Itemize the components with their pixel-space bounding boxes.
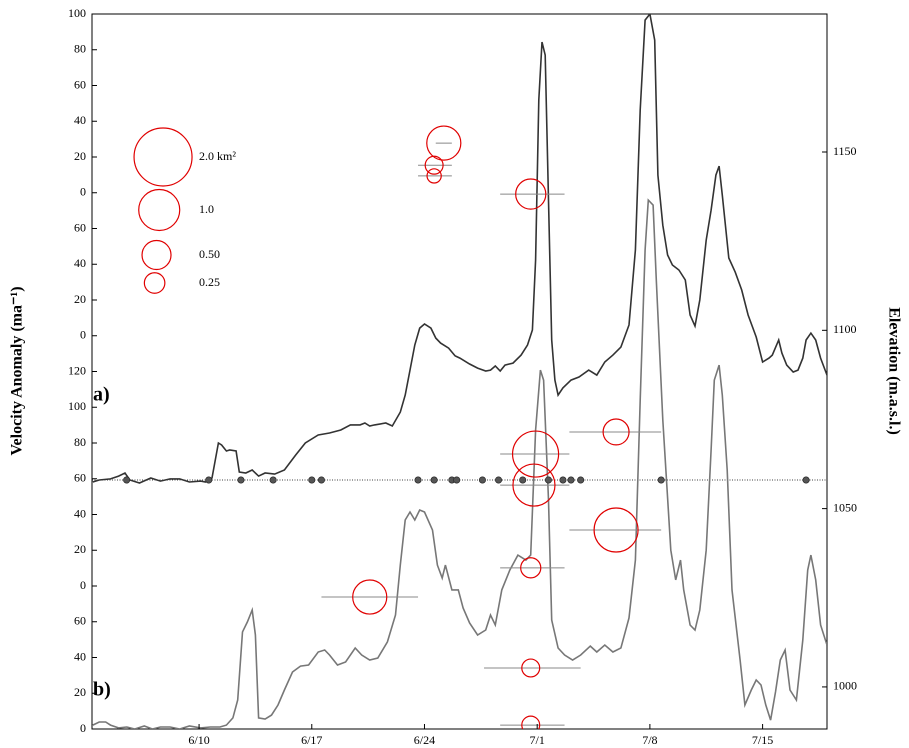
y-tick-label: 40: [74, 649, 86, 663]
y2-tick-label: 1000: [833, 679, 857, 693]
plot-area: [92, 14, 827, 729]
gps-dot: [269, 476, 277, 484]
velocity-line: [92, 14, 827, 484]
y-tick-label: 100: [68, 6, 86, 20]
y-tick-label: 60: [74, 77, 86, 91]
gps-dot: [802, 476, 810, 484]
y-tick-label: 20: [74, 149, 86, 163]
gps-dot: [495, 476, 503, 484]
x-tick-label: 6/10: [188, 733, 209, 747]
drainage-event: [602, 418, 630, 446]
y-tick-label: 0: [80, 578, 86, 592]
drainage-event: [352, 579, 388, 615]
y2-axis-label: Elevation (m.a.s.l.): [885, 307, 902, 435]
drainage-event: [511, 430, 560, 478]
y-tick-label: 100: [68, 399, 86, 413]
gps-dot: [123, 476, 131, 484]
x-tick-label: 6/17: [301, 733, 322, 747]
drainage-event: [426, 168, 442, 184]
y-tick-label: 0: [80, 185, 86, 199]
size-legend-label: 1.0: [199, 202, 214, 216]
y-tick-label: 60: [74, 220, 86, 234]
drainage-event: [520, 557, 542, 579]
size-legend-circle: [133, 127, 193, 187]
x-tick-label: 7/8: [642, 733, 657, 747]
gps-dot: [577, 476, 585, 484]
gps-dot: [478, 476, 486, 484]
drainage-event: [521, 658, 541, 678]
drainage-event: [593, 507, 639, 553]
size-legend-circle: [143, 272, 166, 294]
gps-dot: [519, 476, 527, 484]
y2-tick-label: 1050: [833, 500, 857, 514]
y-tick-label: 20: [74, 542, 86, 556]
gps-dot: [414, 476, 422, 484]
y-tick-label: 120: [68, 363, 86, 377]
size-legend-circle: [138, 188, 181, 232]
y-tick-label: 60: [74, 471, 86, 485]
y-tick-label: 20: [74, 292, 86, 306]
gps-dot: [559, 476, 567, 484]
gps-dot: [308, 476, 316, 484]
gps-dot: [453, 476, 461, 484]
x-tick-label: 7/15: [752, 733, 773, 747]
size-legend-label: 2.0 km²: [199, 149, 236, 163]
gps-dot: [544, 476, 552, 484]
panel-label: a): [93, 384, 110, 406]
y-tick-label: 0: [80, 721, 86, 735]
y2-tick-label: 1100: [833, 322, 857, 336]
drainage-event: [515, 178, 547, 210]
y-tick-label: 0: [80, 328, 86, 342]
x-tick-label: 7/1: [530, 733, 545, 747]
y-tick-label: 80: [74, 435, 86, 449]
y-tick-label: 40: [74, 256, 86, 270]
gps-dot: [317, 476, 325, 484]
x-tick-label: 6/24: [414, 733, 435, 747]
panel-label: b): [93, 679, 111, 701]
gps-dot: [430, 476, 438, 484]
gps-dot: [567, 476, 575, 484]
velocity-line: [92, 198, 827, 729]
gps-dot: [237, 476, 245, 484]
drainage-event: [512, 463, 556, 507]
y-tick-label: 40: [74, 506, 86, 520]
y-tick-label: 60: [74, 614, 86, 628]
size-legend-label: 0.50: [199, 247, 220, 261]
drainage-event: [424, 155, 444, 175]
size-legend-circle: [141, 239, 172, 271]
drainage-event: [521, 715, 541, 729]
gps-dot: [657, 476, 665, 484]
y2-tick-label: 1150: [833, 144, 857, 158]
y-tick-label: 20: [74, 685, 86, 699]
y-axis-label: Velocity Anomaly (ma⁻¹): [9, 286, 26, 455]
y-tick-label: 80: [74, 42, 86, 56]
y-tick-label: 40: [74, 113, 86, 127]
gps-dot: [205, 476, 213, 484]
drainage-event: [426, 125, 462, 161]
size-legend-label: 0.25: [199, 275, 220, 289]
